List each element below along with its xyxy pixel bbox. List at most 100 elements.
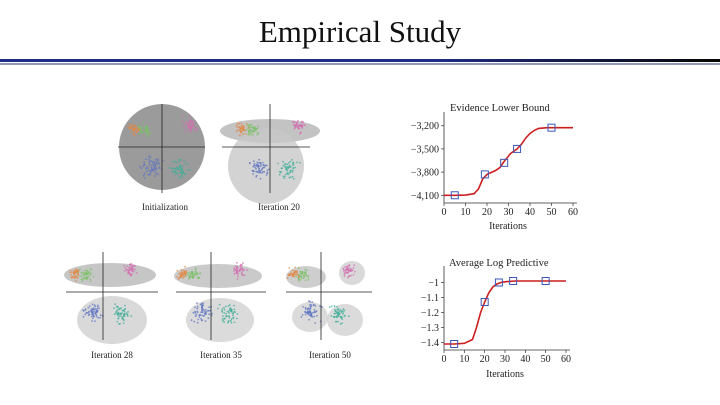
data-point	[137, 129, 140, 132]
data-point	[74, 277, 76, 280]
data-point	[223, 312, 226, 314]
data-point	[202, 302, 205, 305]
data-point	[124, 313, 126, 316]
data-point	[96, 305, 99, 308]
data-point	[72, 269, 75, 272]
data-point	[149, 156, 152, 159]
data-point	[293, 269, 296, 272]
data-point	[150, 170, 152, 173]
data-point	[230, 309, 233, 312]
data-point	[249, 129, 252, 132]
data-point	[300, 316, 303, 318]
data-point	[242, 129, 245, 132]
data-point	[87, 306, 90, 309]
data-point	[266, 169, 269, 172]
data-point	[309, 308, 311, 310]
data-point	[94, 320, 96, 322]
data-point	[342, 311, 345, 313]
data-point	[201, 311, 204, 314]
data-point	[141, 132, 144, 135]
data-point	[225, 305, 227, 308]
data-point	[204, 320, 207, 322]
data-point	[250, 133, 252, 136]
data-point	[227, 320, 230, 322]
data-point	[311, 316, 314, 318]
data-point	[347, 315, 350, 318]
data-point	[182, 269, 185, 272]
data-point	[130, 274, 133, 276]
data-point	[314, 322, 317, 324]
data-point	[283, 177, 286, 180]
data-point	[181, 173, 184, 175]
data-point	[302, 306, 305, 308]
variational-ellipse	[292, 302, 328, 332]
data-point	[343, 270, 345, 273]
data-point	[180, 170, 183, 173]
data-point	[308, 318, 310, 321]
data-point	[183, 122, 186, 125]
data-point	[236, 317, 238, 320]
data-point	[158, 167, 161, 170]
data-point	[195, 267, 197, 270]
data-point	[86, 270, 89, 272]
data-point	[305, 275, 308, 277]
avg-log-predictive-chart: Average Log Predictive Iterations 0 10 20 3…	[421, 258, 571, 380]
data-point	[82, 310, 85, 312]
data-point	[184, 271, 186, 273]
data-point	[186, 272, 189, 275]
data-point	[186, 168, 189, 171]
data-point	[79, 275, 81, 278]
data-point	[302, 277, 305, 279]
data-point	[298, 275, 300, 278]
data-point	[148, 163, 151, 166]
data-point	[225, 315, 227, 317]
data-point	[352, 274, 355, 276]
data-point	[342, 308, 345, 311]
data-point	[321, 306, 323, 308]
data-point	[254, 166, 256, 169]
data-point	[233, 308, 236, 311]
data-point	[92, 315, 95, 318]
data-point	[300, 278, 302, 281]
data-point	[154, 163, 157, 166]
data-point	[122, 309, 125, 312]
data-point	[125, 268, 128, 271]
data-point	[89, 273, 92, 276]
data-point	[193, 320, 196, 323]
data-point	[70, 271, 73, 273]
data-point	[196, 277, 199, 279]
data-point	[197, 318, 200, 321]
data-point	[90, 310, 93, 312]
data-point	[227, 305, 230, 307]
data-point	[303, 275, 305, 278]
data-point	[91, 320, 93, 322]
data-point	[300, 274, 303, 277]
data-point	[145, 170, 148, 173]
data-point	[243, 268, 246, 271]
data-point	[282, 164, 285, 167]
data-marker	[500, 158, 509, 167]
data-point	[292, 161, 295, 164]
data-point	[202, 315, 205, 317]
data-point	[177, 172, 180, 175]
data-point	[234, 269, 237, 272]
data-point	[150, 168, 153, 171]
data-point	[294, 126, 297, 129]
data-point	[337, 311, 340, 313]
data-point	[247, 133, 250, 136]
data-point	[285, 173, 287, 176]
data-point	[204, 311, 207, 314]
data-point	[239, 134, 241, 137]
data-point	[258, 161, 260, 164]
data-point	[254, 127, 257, 130]
scatter-panel-iteration-35: Iteration 35	[174, 252, 266, 360]
data-point	[298, 278, 300, 281]
data-point	[316, 314, 318, 317]
data-point	[143, 172, 146, 175]
scatter-panel-iteration-20: Iteration 20	[220, 104, 320, 212]
data-point	[178, 169, 181, 171]
data-point	[179, 166, 182, 169]
data-point	[191, 273, 194, 275]
y-tick-label: −1.1	[421, 293, 439, 304]
data-point	[88, 305, 91, 307]
